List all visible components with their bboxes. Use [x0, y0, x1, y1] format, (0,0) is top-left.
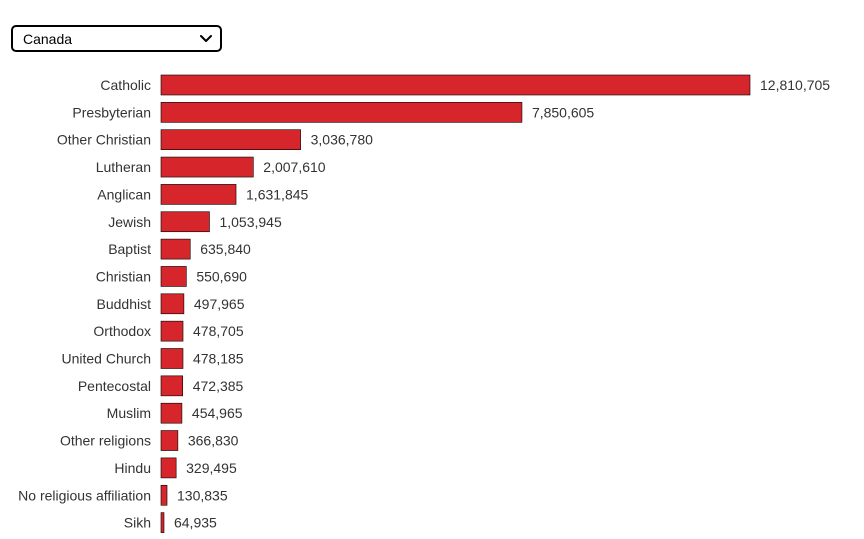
category-label: Sikh: [124, 515, 151, 531]
bar[interactable]: [160, 430, 179, 451]
category-label: Lutheran: [96, 159, 151, 175]
category-label: Christian: [96, 268, 151, 284]
bar[interactable]: [160, 102, 523, 123]
bar[interactable]: [160, 512, 165, 533]
value-label: 12,810,705: [760, 77, 830, 93]
category-label: Buddhist: [97, 296, 152, 312]
category-label: Pentecostal: [78, 378, 151, 394]
bar[interactable]: [160, 266, 187, 287]
value-label: 1,631,845: [246, 186, 308, 202]
value-label: 454,965: [192, 405, 243, 421]
category-label: Anglican: [97, 186, 151, 202]
value-label: 7,850,605: [532, 104, 594, 120]
value-label: 329,495: [186, 460, 237, 476]
category-label: Jewish: [108, 214, 151, 230]
value-label: 497,965: [194, 296, 245, 312]
category-label: Baptist: [108, 241, 151, 257]
bar[interactable]: [160, 320, 184, 342]
value-label: 1,053,945: [219, 214, 281, 230]
bar[interactable]: [160, 211, 210, 233]
category-label: United Church: [62, 351, 152, 367]
chevron-down-icon: [198, 31, 214, 47]
value-label: 478,185: [193, 351, 244, 367]
category-label: Hindu: [114, 460, 151, 476]
value-label: 64,935: [174, 515, 217, 531]
bar[interactable]: [160, 402, 183, 424]
bar[interactable]: [160, 184, 237, 205]
category-label: Presbyterian: [72, 104, 151, 120]
category-label: Muslim: [107, 405, 151, 421]
bar[interactable]: [160, 293, 185, 315]
category-label: Catholic: [100, 77, 151, 93]
value-label: 2,007,610: [263, 159, 325, 175]
bar[interactable]: [160, 238, 191, 260]
category-label: Orthodox: [93, 323, 151, 339]
bar[interactable]: [160, 74, 751, 96]
value-label: 472,385: [193, 378, 244, 394]
category-label: Other Christian: [57, 132, 151, 148]
value-label: 478,705: [193, 323, 244, 339]
bar[interactable]: [160, 484, 168, 506]
category-label: No religious affiliation: [18, 487, 151, 503]
country-select-value: Canada: [23, 30, 73, 47]
value-label: 635,840: [200, 241, 251, 257]
value-label: 130,835: [177, 487, 228, 503]
value-label: 550,690: [196, 268, 247, 284]
bar[interactable]: [160, 129, 301, 150]
country-select[interactable]: Canada: [11, 25, 222, 52]
value-label: 3,036,780: [311, 132, 373, 148]
bar[interactable]: [160, 375, 184, 397]
bar[interactable]: [160, 156, 254, 178]
category-label: Other religions: [60, 433, 151, 449]
bar[interactable]: [160, 348, 184, 369]
bar[interactable]: [160, 457, 177, 479]
value-label: 366,830: [188, 433, 239, 449]
